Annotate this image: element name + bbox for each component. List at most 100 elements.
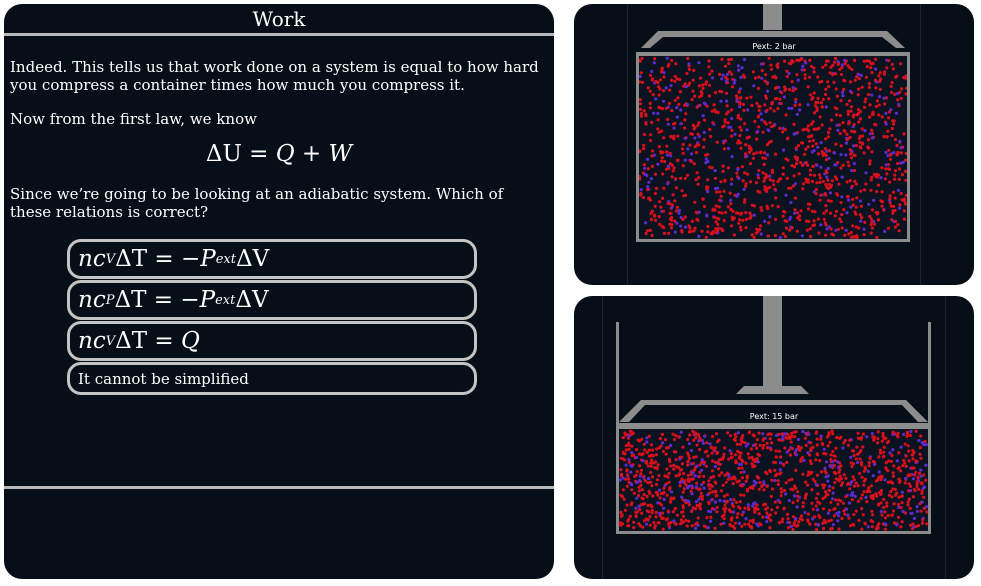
gas-particle	[778, 126, 782, 130]
gas-particle	[899, 445, 903, 449]
gas-particle	[853, 153, 857, 158]
gas-particle	[725, 72, 729, 77]
gas-particle	[849, 524, 853, 528]
gas-particle	[878, 451, 883, 455]
gas-particle	[869, 519, 873, 523]
piston-rod[interactable]	[763, 4, 782, 30]
gas-particle	[752, 152, 756, 156]
gas-particle	[746, 503, 750, 507]
gas-particle	[731, 85, 735, 89]
gas-particle	[658, 222, 662, 226]
gas-particle	[748, 162, 753, 166]
gas-particle	[745, 476, 749, 480]
gas-particle	[654, 79, 658, 84]
gas-particle	[830, 179, 834, 183]
gas-particle	[673, 507, 677, 511]
gas-particle	[910, 466, 914, 470]
gas-particle	[681, 514, 685, 518]
gas-particle	[642, 493, 646, 497]
gas-particle	[826, 178, 830, 182]
gas-particle	[723, 446, 727, 450]
gas-particle	[859, 436, 864, 440]
gas-particle	[892, 177, 897, 181]
gas-particle	[850, 129, 854, 133]
answer-option-4[interactable]: It cannot be simplified	[67, 362, 477, 395]
gas-particle	[738, 218, 742, 222]
gas-particle	[702, 130, 706, 135]
gas-particle	[812, 70, 816, 74]
gas-particle	[896, 161, 900, 166]
gas-particle	[687, 519, 691, 523]
gas-particle	[911, 457, 915, 461]
piston-rod[interactable]	[763, 296, 782, 386]
gas-particle	[763, 156, 767, 160]
gas-particle	[895, 459, 899, 463]
gas-particle	[765, 472, 769, 476]
gas-particle	[662, 71, 666, 75]
gas-particle	[880, 166, 884, 170]
gas-particle	[787, 71, 791, 75]
gas-particle	[775, 433, 779, 437]
gas-particle	[758, 227, 762, 232]
gas-particle	[902, 458, 906, 462]
gas-particle	[693, 474, 697, 478]
gas-particle	[874, 67, 878, 71]
gas-particle	[740, 484, 744, 488]
piston-plate[interactable]	[636, 52, 910, 56]
gas-particle	[707, 59, 711, 63]
gas-particle	[690, 219, 694, 223]
gas-particle	[758, 480, 762, 485]
gas-particle	[813, 210, 817, 214]
gas-particle	[662, 231, 667, 235]
gas-particle	[863, 129, 867, 133]
gas-particle	[812, 66, 816, 70]
gas-particle	[856, 499, 860, 503]
gas-particle	[884, 150, 888, 155]
gas-particle	[826, 80, 830, 84]
gas-particle	[728, 125, 733, 129]
gas-particle	[638, 59, 642, 63]
option-1-n: n	[78, 246, 93, 272]
gas-particle	[679, 522, 683, 526]
gas-particle	[739, 228, 743, 232]
gas-particle	[755, 503, 759, 507]
piston-plate[interactable]	[619, 423, 928, 429]
gas-particle	[632, 453, 636, 457]
gas-particle	[752, 502, 756, 506]
gas-particle	[757, 75, 761, 79]
gas-particle	[700, 460, 704, 464]
gas-particle	[824, 452, 828, 456]
gas-particle	[849, 205, 853, 209]
gas-particle	[878, 87, 882, 91]
gas-particle	[775, 85, 779, 89]
gas-particle	[761, 432, 765, 436]
gas-particle	[708, 442, 712, 446]
gas-particle	[844, 495, 848, 499]
gas-particle	[914, 459, 918, 463]
gas-particle	[621, 451, 625, 455]
gas-particle	[645, 173, 649, 178]
gas-particle	[747, 456, 751, 460]
gas-particle	[848, 135, 852, 139]
gas-particle	[768, 437, 772, 441]
gas-particle	[907, 489, 911, 493]
gas-particle	[717, 473, 721, 477]
gas-particle	[823, 92, 828, 97]
gas-particle	[832, 80, 836, 84]
gas-particle	[824, 492, 829, 496]
gas-particle	[855, 196, 859, 200]
gas-particle	[753, 464, 757, 468]
gas-particle	[624, 463, 628, 467]
gas-particle	[849, 105, 854, 109]
gas-particle	[742, 108, 746, 112]
gas-particle	[757, 487, 761, 491]
gas-particle	[717, 467, 721, 471]
gas-particle	[627, 460, 631, 464]
gas-particle	[868, 489, 872, 493]
gas-particle	[844, 153, 848, 157]
gas-particle	[875, 212, 879, 216]
gas-particle	[723, 503, 727, 507]
